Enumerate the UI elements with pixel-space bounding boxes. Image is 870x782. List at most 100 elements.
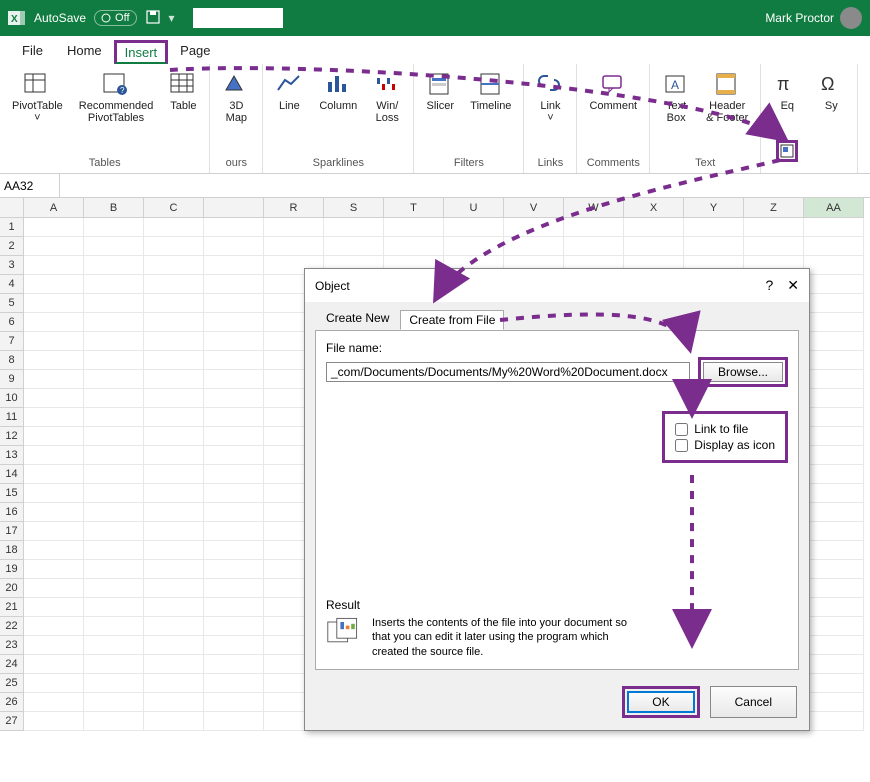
cell[interactable]	[84, 503, 144, 522]
cell[interactable]	[204, 617, 264, 636]
cell[interactable]	[24, 389, 84, 408]
cell[interactable]	[84, 617, 144, 636]
cell[interactable]	[144, 655, 204, 674]
tab-file[interactable]: File	[10, 39, 55, 64]
cell[interactable]	[804, 446, 864, 465]
col-header[interactable]: V	[504, 198, 564, 218]
cell[interactable]	[24, 313, 84, 332]
cell[interactable]	[144, 332, 204, 351]
cell[interactable]	[204, 636, 264, 655]
display-as-icon-checkbox[interactable]	[675, 439, 688, 452]
cell[interactable]	[144, 446, 204, 465]
row-header[interactable]: 9	[0, 370, 24, 389]
cell[interactable]	[204, 294, 264, 313]
cell[interactable]	[804, 655, 864, 674]
autosave-toggle[interactable]: Off	[94, 10, 136, 26]
tab-page[interactable]: Page	[168, 39, 222, 64]
cell[interactable]	[24, 237, 84, 256]
dialog-tab-create-from-file[interactable]: Create from File	[400, 310, 504, 330]
cell[interactable]	[204, 275, 264, 294]
tab-home[interactable]: Home	[55, 39, 114, 64]
cell[interactable]	[144, 465, 204, 484]
cell[interactable]	[84, 655, 144, 674]
cell[interactable]	[204, 446, 264, 465]
cell[interactable]	[144, 218, 204, 237]
cell[interactable]	[804, 617, 864, 636]
row-header[interactable]: 22	[0, 617, 24, 636]
cell[interactable]	[144, 674, 204, 693]
cell[interactable]	[624, 218, 684, 237]
cell[interactable]	[744, 218, 804, 237]
cell[interactable]	[504, 218, 564, 237]
cell[interactable]	[144, 693, 204, 712]
cell[interactable]	[444, 218, 504, 237]
cell[interactable]	[744, 237, 804, 256]
cell[interactable]	[24, 541, 84, 560]
ribbon-btn-line[interactable]: Line	[269, 68, 309, 126]
row-header[interactable]: 13	[0, 446, 24, 465]
cell[interactable]	[204, 522, 264, 541]
cell[interactable]	[24, 427, 84, 446]
row-header[interactable]: 19	[0, 560, 24, 579]
cell[interactable]	[24, 408, 84, 427]
cell[interactable]	[804, 313, 864, 332]
ribbon-btn-pivottable[interactable]: PivotTable˅	[6, 68, 69, 126]
save-icon[interactable]	[145, 9, 161, 28]
cell[interactable]	[84, 579, 144, 598]
cell[interactable]	[204, 313, 264, 332]
cell[interactable]	[204, 389, 264, 408]
cell[interactable]	[84, 636, 144, 655]
row-header[interactable]: 11	[0, 408, 24, 427]
cell[interactable]	[204, 598, 264, 617]
row-header[interactable]: 25	[0, 674, 24, 693]
cell[interactable]	[84, 294, 144, 313]
cell[interactable]	[84, 427, 144, 446]
col-header[interactable]: X	[624, 198, 684, 218]
cell[interactable]	[204, 655, 264, 674]
cell[interactable]	[204, 465, 264, 484]
cell[interactable]	[144, 351, 204, 370]
cell[interactable]	[804, 427, 864, 446]
ok-button[interactable]: OK	[627, 691, 694, 713]
cell[interactable]	[84, 313, 144, 332]
row-header[interactable]: 7	[0, 332, 24, 351]
row-header[interactable]: 16	[0, 503, 24, 522]
cell[interactable]	[804, 465, 864, 484]
cell[interactable]	[84, 484, 144, 503]
cell[interactable]	[204, 503, 264, 522]
cell[interactable]	[144, 313, 204, 332]
cell[interactable]	[84, 370, 144, 389]
row-header[interactable]: 8	[0, 351, 24, 370]
cell[interactable]	[84, 465, 144, 484]
cell[interactable]	[84, 541, 144, 560]
cell[interactable]	[84, 332, 144, 351]
cancel-button[interactable]: Cancel	[710, 686, 797, 718]
user-avatar-icon[interactable]	[840, 7, 862, 29]
cell[interactable]	[804, 370, 864, 389]
cell[interactable]	[24, 218, 84, 237]
cell[interactable]	[84, 275, 144, 294]
cell[interactable]	[204, 674, 264, 693]
row-header[interactable]: 10	[0, 389, 24, 408]
col-header[interactable]: C	[144, 198, 204, 218]
cell[interactable]	[84, 712, 144, 731]
cell[interactable]	[204, 351, 264, 370]
ribbon-btn-win-loss[interactable]: Win/Loss	[367, 68, 407, 126]
cell[interactable]	[564, 218, 624, 237]
name-box[interactable]: AA32	[0, 174, 60, 197]
cell[interactable]	[84, 218, 144, 237]
row-header[interactable]: 12	[0, 427, 24, 446]
cell[interactable]	[204, 427, 264, 446]
cell[interactable]	[804, 674, 864, 693]
browse-button[interactable]: Browse...	[703, 362, 783, 382]
cell[interactable]	[804, 522, 864, 541]
cell[interactable]	[384, 237, 444, 256]
object-icon[interactable]	[779, 143, 795, 159]
cell[interactable]	[204, 693, 264, 712]
cell[interactable]	[84, 408, 144, 427]
cell[interactable]	[24, 484, 84, 503]
cell[interactable]	[804, 579, 864, 598]
cell[interactable]	[804, 484, 864, 503]
cell[interactable]	[204, 332, 264, 351]
cell[interactable]	[24, 275, 84, 294]
